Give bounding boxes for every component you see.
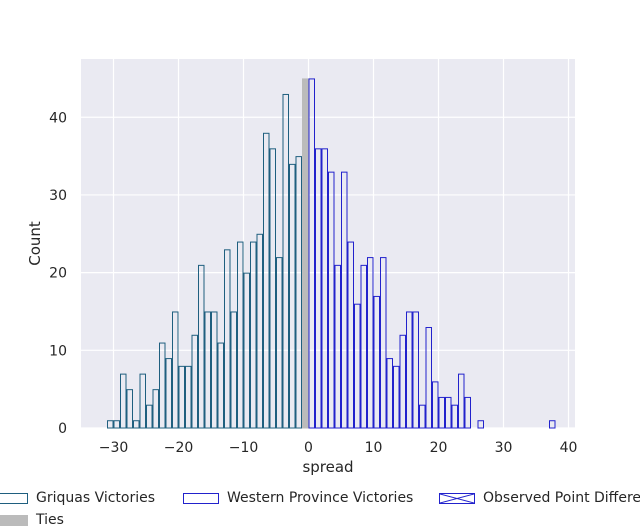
legend-swatch-observed [439, 492, 475, 504]
bar-griquas-victories [172, 311, 179, 429]
bar-griquas-victories [139, 373, 146, 429]
x-tick-label: −20 [164, 440, 194, 456]
bar-western-province-victories [549, 420, 556, 429]
bar-griquas-victories [282, 93, 289, 429]
bar-griquas-victories [152, 389, 159, 429]
chart-svg: −30 −20 −10 0 10 20 30 40 0 10 20 30 40 spread Count [26, 59, 578, 476]
legend-swatch-griquas [0, 492, 28, 504]
bar-griquas-victories [256, 233, 263, 429]
bar-western-province-victories [367, 257, 374, 429]
x-tick-label: 40 [560, 440, 578, 456]
bar-griquas-victories [289, 163, 296, 429]
bar-western-province-victories [425, 327, 432, 429]
bar-western-province-victories [373, 295, 380, 429]
x-tick-label: −10 [229, 440, 259, 456]
bar-griquas-victories [217, 342, 224, 429]
bar-griquas-victories [237, 241, 244, 429]
legend-item-ties: Ties [0, 511, 64, 529]
bar-griquas-victories [230, 311, 237, 429]
legend-swatch-western-province [183, 492, 219, 504]
y-tick-label: 40 [49, 110, 67, 126]
y-tick-label: 20 [49, 266, 67, 282]
legend-item-observed: Observed Point Differen [439, 489, 640, 507]
bar-griquas-victories [107, 420, 114, 429]
bar-western-province-victories [458, 373, 465, 429]
bar-griquas-victories [211, 311, 218, 429]
bar-western-province-victories [334, 264, 341, 429]
histogram-chart: −30 −20 −10 0 10 20 30 40 0 10 20 30 40 spread Count G… [0, 59, 640, 528]
y-tick-label: 10 [49, 343, 67, 359]
bar-griquas-victories [133, 420, 140, 429]
bar-western-province-victories [419, 404, 426, 429]
bar-western-province-victories [315, 148, 322, 429]
bar-griquas-victories [146, 404, 153, 429]
bar-griquas-victories [185, 365, 192, 429]
bar-western-province-victories [321, 148, 328, 429]
bar-western-province-victories [432, 381, 439, 429]
bar-western-province-victories [399, 334, 406, 429]
bar-griquas-victories [295, 156, 302, 429]
bar-western-province-victories [354, 303, 361, 429]
bar-western-province-victories [445, 396, 452, 429]
bar-western-province-victories [393, 365, 400, 429]
bar-western-province-victories [360, 264, 367, 429]
legend-item-griquas: Griquas Victories [0, 489, 155, 507]
x-tick-label: 10 [365, 440, 383, 456]
bar-griquas-victories [263, 132, 270, 429]
bar-griquas-victories [165, 358, 172, 429]
bar-western-province-victories [451, 404, 458, 429]
legend-label-western-province: Western Province Victories [227, 490, 414, 506]
bar-griquas-victories [191, 334, 198, 429]
legend-label-observed: Observed Point Differen [483, 490, 640, 506]
legend-label-ties: Ties [36, 512, 64, 528]
bar-griquas-victories [159, 342, 166, 429]
legend-label-griquas: Griquas Victories [36, 490, 156, 506]
bar-griquas-victories [178, 365, 185, 429]
x-tick-label: 30 [495, 440, 513, 456]
bar-western-province-victories [308, 78, 315, 429]
bar-griquas-victories [198, 264, 205, 429]
bar-griquas-victories [126, 389, 133, 429]
bar-western-province-victories [477, 420, 484, 429]
bar-griquas-victories [243, 272, 250, 429]
x-axis-label: spread [302, 458, 353, 476]
bar-western-province-victories [412, 311, 419, 429]
bar-western-province-victories [406, 311, 413, 429]
bar-western-province-victories [386, 358, 393, 429]
y-tick-label: 30 [49, 188, 67, 204]
bar-western-province-victories [438, 396, 445, 429]
x-tick-label: 20 [430, 440, 448, 456]
x-tick-label: 0 [304, 440, 313, 456]
legend-hatch-icon [440, 493, 474, 503]
bar-western-province-victories [464, 396, 471, 429]
bar-griquas-victories [250, 241, 257, 429]
bar-western-province-victories [341, 171, 348, 429]
bar-griquas-victories [204, 311, 211, 429]
bar-western-province-victories [328, 171, 335, 429]
legend-item-western-province: Western Province Victories [183, 489, 413, 507]
bar-western-province-victories [347, 241, 354, 429]
bar-griquas-victories [276, 257, 283, 429]
legend-swatch-ties [0, 514, 28, 526]
bar-griquas-victories [120, 373, 127, 429]
bar-western-province-victories [380, 257, 387, 429]
bar-griquas-victories [269, 148, 276, 429]
bar-ties [302, 78, 309, 429]
bar-griquas-victories [113, 420, 120, 429]
bar-griquas-victories [224, 249, 231, 429]
x-tick-label: −30 [99, 440, 129, 456]
y-tick-label: 0 [58, 421, 67, 437]
y-axis-label: Count [26, 221, 44, 266]
